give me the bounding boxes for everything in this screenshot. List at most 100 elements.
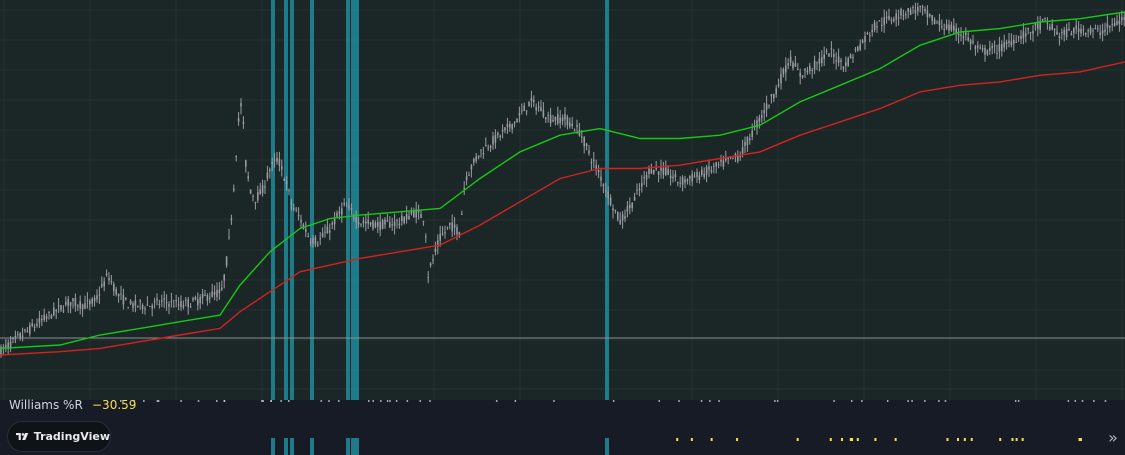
candle-body	[516, 118, 518, 123]
candle-body	[804, 68, 806, 71]
candle-body	[1121, 17, 1123, 21]
candle-body	[905, 14, 907, 16]
candle-body	[1080, 29, 1082, 34]
candle-body	[549, 115, 552, 124]
candle-body	[722, 160, 725, 167]
candle-body	[631, 202, 633, 208]
candle-body	[857, 46, 859, 51]
candle-body	[609, 197, 612, 205]
candle-body	[941, 26, 943, 28]
candle-body	[921, 6, 924, 8]
signal-highlight-bar	[351, 0, 355, 400]
candle-body	[1061, 32, 1063, 34]
candle-body	[93, 298, 96, 302]
candle-body	[343, 202, 345, 205]
candle-body	[242, 121, 245, 124]
candle-body	[21, 335, 24, 337]
candle-body	[950, 24, 953, 31]
candle-body	[749, 138, 751, 141]
candle-body	[701, 169, 703, 175]
candle-body	[943, 28, 945, 31]
indicator-marker	[886, 400, 889, 402]
candle-body	[989, 47, 991, 51]
signal-highlight-bar	[355, 438, 359, 455]
candle-body	[506, 124, 509, 127]
candle-body	[554, 116, 557, 121]
candle-body	[125, 297, 127, 300]
candle-body	[305, 228, 307, 232]
indicator-marker	[851, 438, 854, 441]
candle-body	[830, 48, 833, 50]
candle-body	[425, 236, 427, 238]
candle-body	[465, 176, 468, 181]
candle-body	[501, 129, 504, 132]
candle-body	[451, 222, 453, 232]
candle-body	[686, 179, 689, 182]
candle-body	[557, 114, 559, 124]
candle-body	[1037, 23, 1039, 29]
candle-body	[449, 222, 451, 225]
signal-highlight-bar	[290, 438, 294, 455]
candle-body	[917, 6, 919, 12]
candle-body	[230, 218, 233, 221]
candle-body	[1097, 28, 1099, 30]
candle-body	[1053, 29, 1056, 31]
candle-body	[780, 73, 782, 84]
candle-body	[672, 176, 674, 179]
signal-highlight-bar	[346, 438, 350, 455]
candle-body	[53, 307, 55, 316]
indicator-marker	[280, 400, 282, 402]
candle-body	[1049, 26, 1051, 30]
candle-body	[213, 291, 216, 295]
indicator-marker	[261, 400, 263, 402]
candle-body	[717, 164, 720, 166]
candle-body	[475, 156, 477, 161]
candle-body	[1041, 19, 1044, 21]
candle-body	[350, 207, 353, 210]
indicator-marker	[774, 400, 776, 402]
candle-body	[79, 301, 81, 309]
candle-body	[545, 117, 547, 120]
candle-body	[1015, 42, 1017, 44]
candle-body	[552, 120, 554, 122]
williams-r-pane[interactable]	[0, 400, 1125, 455]
candle-body	[300, 219, 302, 223]
indicator-marker	[612, 400, 615, 402]
indicator-marker	[1081, 400, 1084, 402]
candle-body	[341, 208, 343, 215]
candle-body	[624, 216, 626, 219]
candle-body	[641, 183, 643, 187]
candle-body	[331, 222, 333, 225]
candle-body	[48, 311, 50, 313]
candle-body	[1082, 29, 1085, 31]
candle-body	[1075, 25, 1077, 29]
candle-body	[405, 214, 408, 220]
candle-body	[391, 224, 393, 226]
candle-body	[137, 305, 139, 307]
candle-body	[782, 69, 785, 75]
indicator-name[interactable]: Williams %R	[9, 398, 83, 412]
candle-body	[756, 120, 758, 128]
candle-body	[737, 154, 739, 162]
candle-body	[321, 233, 324, 237]
candle-body	[269, 169, 271, 172]
indicator-marker	[338, 400, 340, 402]
candle-body	[115, 289, 117, 295]
candle-body	[254, 201, 257, 203]
candle-body	[732, 157, 734, 159]
candle-body	[828, 53, 830, 57]
candle-body	[617, 212, 619, 220]
candle-body	[569, 122, 571, 127]
candle-body	[852, 57, 854, 59]
candle-body	[360, 223, 362, 225]
indicator-marker	[1011, 438, 1014, 441]
price-chart-pane[interactable]	[0, 0, 1125, 400]
candle-body	[101, 284, 103, 287]
candle-body	[881, 24, 883, 26]
candle-body	[945, 24, 948, 29]
double-chevron-right-icon[interactable]: »	[1108, 428, 1118, 447]
candle-body	[809, 65, 811, 71]
candle-body	[422, 221, 425, 223]
indicator-marker	[956, 438, 959, 441]
tradingview-logo[interactable]: TradingView	[7, 421, 111, 452]
